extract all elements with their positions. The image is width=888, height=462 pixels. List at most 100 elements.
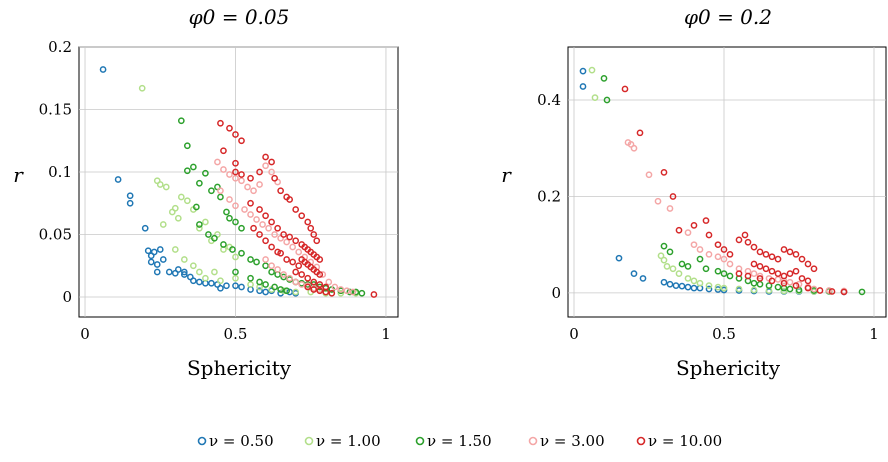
data-point bbox=[816, 287, 824, 294]
data-point bbox=[247, 256, 254, 263]
y-tick-label: 0 bbox=[551, 284, 561, 302]
chart-panel-phi-0.05: φ0 = 0.05 0 0.5 1 0 0.05 0.1 0.15 0.2 Sp… bbox=[13, 5, 399, 380]
data-point bbox=[247, 281, 254, 288]
data-point bbox=[256, 278, 263, 286]
data-point bbox=[591, 94, 599, 101]
data-point bbox=[792, 282, 800, 290]
data-point bbox=[744, 238, 752, 246]
data-point bbox=[247, 199, 254, 207]
data-point bbox=[322, 288, 330, 296]
data-point bbox=[253, 258, 260, 266]
data-point bbox=[774, 255, 782, 263]
data-point bbox=[232, 168, 239, 176]
data-point bbox=[190, 163, 197, 171]
data-point bbox=[337, 289, 345, 297]
data-point bbox=[226, 196, 233, 203]
data-point bbox=[226, 171, 233, 178]
data-point bbox=[810, 265, 818, 273]
data-point bbox=[690, 222, 698, 229]
data-point bbox=[262, 262, 269, 270]
data-point bbox=[804, 284, 812, 292]
data-point bbox=[714, 283, 722, 291]
data-point bbox=[705, 231, 713, 239]
data-point bbox=[280, 273, 287, 281]
data-point bbox=[280, 231, 287, 238]
data-point bbox=[690, 277, 698, 285]
data-point bbox=[304, 218, 312, 226]
data-point bbox=[289, 243, 297, 251]
data-point bbox=[208, 279, 215, 287]
data-point bbox=[223, 282, 230, 290]
data-point bbox=[675, 270, 683, 277]
data-point bbox=[780, 246, 788, 253]
data-point bbox=[714, 241, 722, 249]
data-point bbox=[159, 221, 167, 228]
data-point bbox=[217, 277, 224, 285]
data-point bbox=[316, 283, 324, 291]
data-point bbox=[705, 250, 713, 258]
data-point bbox=[735, 285, 743, 293]
data-point bbox=[696, 255, 704, 263]
data-point bbox=[660, 256, 668, 264]
data-point bbox=[669, 265, 677, 273]
data-point bbox=[183, 142, 191, 150]
data-point bbox=[756, 263, 764, 270]
data-point bbox=[247, 211, 254, 218]
y-tick-labels: 0 0.2 0.4 bbox=[537, 91, 561, 302]
data-point bbox=[292, 206, 300, 213]
data-point bbox=[720, 284, 728, 292]
data-point bbox=[256, 168, 263, 176]
x-tick-label: 0 bbox=[80, 325, 90, 343]
data-point bbox=[220, 166, 227, 173]
data-point bbox=[316, 256, 324, 263]
data-point bbox=[726, 250, 734, 258]
data-point bbox=[750, 279, 758, 287]
data-point bbox=[840, 288, 848, 296]
data-point bbox=[349, 288, 357, 296]
legend-marker bbox=[197, 436, 207, 446]
data-point bbox=[232, 131, 239, 138]
data-point bbox=[678, 260, 686, 268]
data-point bbox=[232, 159, 239, 167]
data-point bbox=[283, 287, 291, 295]
data-point bbox=[196, 278, 203, 286]
data-point bbox=[223, 208, 230, 216]
data-point bbox=[283, 238, 291, 246]
data-point bbox=[190, 262, 197, 270]
data-point bbox=[828, 288, 836, 295]
grid-lines bbox=[79, 46, 398, 317]
data-point bbox=[232, 282, 239, 290]
data-point bbox=[138, 84, 146, 92]
data-point bbox=[156, 181, 164, 188]
data-point bbox=[615, 254, 623, 262]
data-point bbox=[256, 206, 263, 213]
data-point bbox=[672, 282, 680, 290]
data-point bbox=[180, 271, 188, 278]
data-point bbox=[319, 271, 327, 278]
data-point bbox=[256, 287, 263, 295]
data-point bbox=[183, 167, 191, 175]
data-point bbox=[298, 212, 306, 220]
data-point bbox=[370, 291, 378, 298]
data-point bbox=[750, 270, 758, 277]
data-point bbox=[153, 268, 161, 276]
data-point bbox=[211, 268, 218, 276]
data-point bbox=[714, 267, 722, 275]
data-point bbox=[630, 144, 638, 152]
data-point bbox=[768, 277, 776, 285]
data-point bbox=[253, 216, 260, 223]
data-point bbox=[174, 214, 182, 222]
data-point bbox=[232, 253, 239, 261]
data-point bbox=[762, 265, 770, 273]
data-point bbox=[316, 271, 324, 278]
data-point bbox=[304, 283, 312, 291]
data-point bbox=[271, 231, 278, 238]
x-tick-labels: 0 0.5 1 bbox=[569, 325, 879, 343]
data-point bbox=[705, 282, 713, 290]
data-point bbox=[310, 278, 318, 286]
data-point bbox=[277, 187, 284, 195]
data-point bbox=[171, 246, 179, 253]
data-point bbox=[262, 162, 269, 170]
data-point bbox=[798, 275, 806, 282]
data-point bbox=[810, 285, 818, 293]
